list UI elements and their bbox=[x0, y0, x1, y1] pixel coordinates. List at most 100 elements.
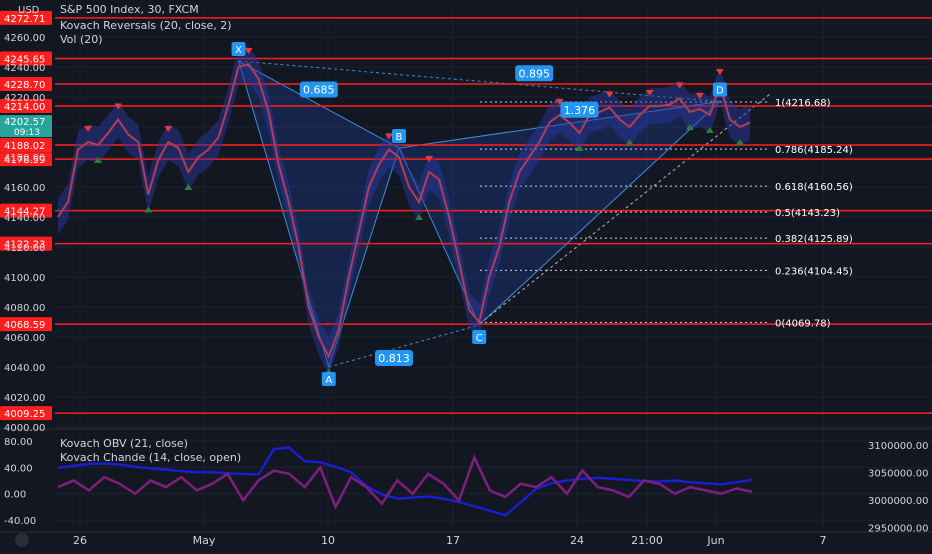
level-price-tag[interactable] bbox=[0, 99, 52, 113]
x-tick-label: 24 bbox=[570, 534, 584, 547]
indicator-chande-label[interactable]: Kovach Chande (14, close, open) bbox=[60, 451, 242, 464]
harmonic-point-d[interactable] bbox=[712, 82, 727, 97]
level-price-tag[interactable] bbox=[0, 236, 52, 251]
osc-right-tick-label: 3050000.00 bbox=[868, 468, 928, 479]
x-tick-label: 10 bbox=[321, 534, 335, 547]
logo-icon bbox=[15, 533, 29, 547]
reversal-up-marker bbox=[575, 145, 584, 151]
harmonic-point-label: C bbox=[476, 333, 483, 344]
level-price-label: 4188.02 bbox=[4, 141, 45, 152]
ratio-badge[interactable] bbox=[299, 81, 338, 98]
reversal-up-marker bbox=[415, 214, 424, 220]
level-price-tag[interactable] bbox=[0, 51, 52, 66]
level-price-label: 4214.00 bbox=[4, 102, 45, 113]
reversal-down-marker bbox=[384, 133, 393, 140]
y-tick-label: 4240.00 bbox=[4, 63, 45, 74]
reversal-down-marker bbox=[555, 99, 564, 105]
reversal-up-marker bbox=[685, 124, 694, 130]
bar-countdown: 09:13 bbox=[14, 128, 40, 138]
x-tick-label: 26 bbox=[73, 534, 87, 547]
current-price-tag[interactable] bbox=[0, 115, 52, 138]
ratio-label: 1.376 bbox=[564, 104, 596, 117]
reversal-down-marker bbox=[244, 48, 253, 54]
y-tick-label: 4020.00 bbox=[4, 393, 45, 404]
symbol-title[interactable]: S&P 500 Index, 30, FXCM bbox=[60, 3, 199, 16]
harmonic-xab-triangle[interactable] bbox=[237, 59, 400, 369]
harmonic-point-a[interactable] bbox=[321, 372, 336, 386]
osc-left-tick-label: -40.00 bbox=[4, 516, 36, 527]
harmonic-point-label: A bbox=[325, 375, 332, 386]
indicator-reversals-label[interactable]: Kovach Reversals (20, close, 2) bbox=[60, 19, 232, 32]
ratio-badge[interactable] bbox=[375, 350, 413, 366]
indicator-volume-label[interactable]: Vol (20) bbox=[60, 33, 103, 46]
obv-line[interactable] bbox=[57, 446, 753, 517]
harmonic-point-c[interactable] bbox=[472, 330, 487, 344]
reversal-up-marker bbox=[705, 127, 714, 133]
reversal-down-marker bbox=[645, 90, 654, 96]
reversal-down-marker bbox=[675, 82, 684, 89]
level-price-tag[interactable] bbox=[0, 10, 52, 25]
x-tick-label: 21:00 bbox=[631, 534, 663, 547]
level-price-label: 4272.71 bbox=[4, 14, 45, 25]
x-tick-label: May bbox=[193, 534, 216, 547]
level-price-tag[interactable] bbox=[0, 203, 52, 218]
x-tick-label: 7 bbox=[820, 534, 827, 547]
ratio-label: 0.813 bbox=[378, 352, 410, 365]
y-tick-label: 4140.00 bbox=[4, 213, 45, 224]
reversal-down-marker bbox=[715, 69, 724, 75]
currency-label: USD bbox=[18, 5, 40, 16]
ratio-badge[interactable] bbox=[560, 101, 599, 118]
price-candle-overlay bbox=[57, 63, 751, 358]
fib-label: 0.236(4104.45) bbox=[775, 266, 853, 277]
ratio-badge[interactable] bbox=[515, 65, 554, 82]
ratio-label: 0.895 bbox=[518, 67, 550, 80]
osc-right-tick-label: 3000000.00 bbox=[868, 496, 928, 507]
level-price-tag[interactable] bbox=[0, 152, 52, 167]
y-tick-label: 4220.00 bbox=[4, 93, 45, 104]
y-tick-label: 4160.00 bbox=[4, 183, 45, 194]
harmonic-point-label: B bbox=[396, 132, 403, 143]
reversal-up-marker bbox=[184, 184, 193, 190]
reversal-up-marker bbox=[144, 206, 153, 213]
x-tick-label: 17 bbox=[446, 534, 460, 547]
level-price-label: 4228.70 bbox=[4, 80, 45, 91]
x-tick-label: Jun bbox=[706, 534, 724, 547]
osc-left-tick-label: 80.00 bbox=[4, 437, 33, 448]
y-tick-label: 4000.00 bbox=[4, 423, 45, 434]
level-price-label: 4144.27 bbox=[4, 207, 45, 218]
reversal-down-marker bbox=[84, 126, 93, 132]
fib-label: 0(4069.78) bbox=[775, 318, 831, 329]
reversal-down-marker bbox=[164, 126, 173, 132]
level-price-tag[interactable] bbox=[0, 137, 52, 152]
harmonic-point-b[interactable] bbox=[391, 129, 406, 143]
trend-dashed-line bbox=[479, 93, 771, 324]
reversal-up-marker bbox=[94, 157, 103, 163]
indicator-obv-label[interactable]: Kovach OBV (21, close) bbox=[60, 437, 188, 450]
y-tick-label: 4060.00 bbox=[4, 333, 45, 344]
ratio-label: 0.685 bbox=[303, 84, 335, 97]
osc-right-tick-label: 2950000.00 bbox=[868, 523, 928, 534]
level-price-label: 4009.25 bbox=[4, 409, 45, 420]
reversal-down-marker bbox=[114, 103, 123, 110]
harmonic-point-x[interactable] bbox=[231, 42, 246, 56]
harmonic-bcd-triangle[interactable] bbox=[398, 100, 722, 326]
y-tick-label: 4120.00 bbox=[4, 243, 45, 254]
harmonic-xd-line bbox=[238, 60, 720, 102]
harmonic-point-label: D bbox=[716, 86, 724, 97]
level-price-tag[interactable] bbox=[0, 317, 52, 332]
osc-right-tick-label: 3100000.00 bbox=[868, 441, 928, 452]
y-tick-label: 4080.00 bbox=[4, 303, 45, 314]
y-tick-label: 4040.00 bbox=[4, 363, 45, 374]
level-price-label: 4122.23 bbox=[4, 240, 45, 251]
price-envelope bbox=[58, 46, 750, 375]
chande-line[interactable] bbox=[57, 453, 753, 511]
level-price-label: 4245.65 bbox=[4, 55, 45, 66]
harmonic-point-label: X bbox=[235, 45, 242, 56]
osc-left-tick-label: 0.00 bbox=[4, 490, 26, 501]
level-price-label: 4178.59 bbox=[4, 155, 45, 166]
fib-label: 0.618(4160.56) bbox=[775, 182, 853, 193]
level-price-tag[interactable] bbox=[0, 406, 52, 421]
level-price-tag[interactable] bbox=[0, 76, 52, 91]
